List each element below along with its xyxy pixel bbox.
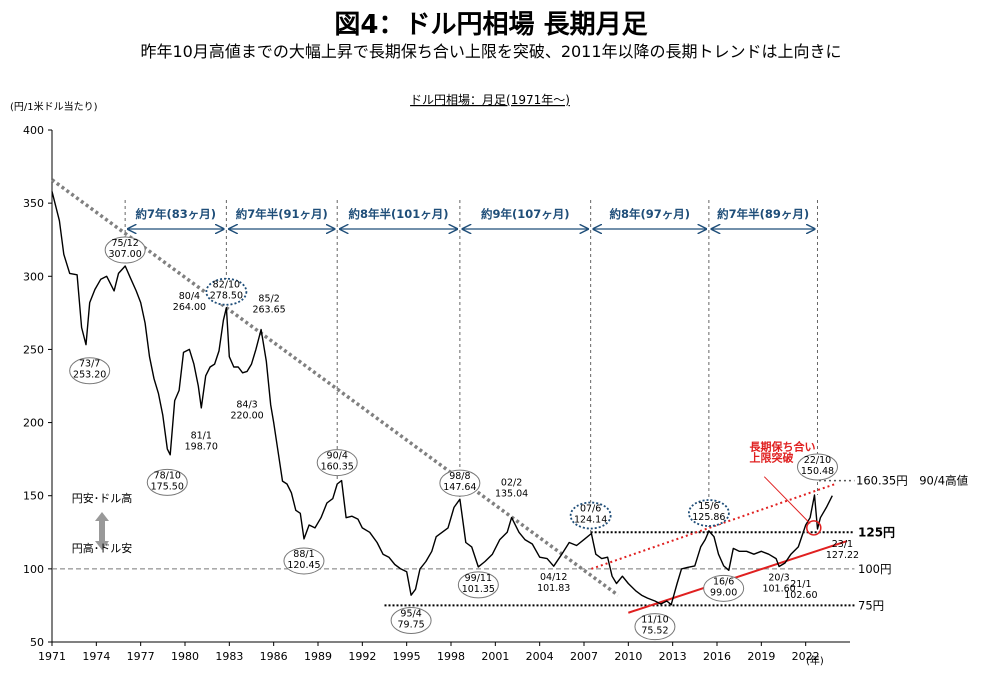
breakout-label: 長期保ち合い上限突破	[750, 439, 816, 464]
side-label-up: 円安･ドル高	[72, 491, 133, 505]
annotation-label: 85/2 263.65	[252, 293, 285, 315]
x-tick-label: 2004	[526, 650, 554, 663]
annotation-bubble	[69, 357, 111, 385]
x-tick-label: 2019	[747, 650, 775, 663]
chart-title: ドル円相場：月足(1971年～)	[410, 93, 570, 107]
annotation-label: 98/8 147.64	[443, 471, 476, 493]
annotation-label: 82/10 278.50	[210, 280, 243, 302]
y-tick-label: 150	[23, 490, 44, 503]
annotation-label: 04/12 101.83	[537, 572, 570, 594]
annotation-bubble	[703, 574, 745, 602]
x-tick-label: 2010	[614, 650, 642, 663]
x-tick-label: 2001	[481, 650, 509, 663]
x-tick-label: 1983	[215, 650, 243, 663]
x-tick-label: 1998	[437, 650, 465, 663]
annotation-label: 81/1 198.70	[185, 430, 218, 452]
annotation-label: 88/1 120.45	[287, 549, 320, 571]
annotation-bubble	[796, 453, 838, 481]
annotation-label: 02/2 135.04	[495, 478, 528, 500]
y-tick-label: 250	[23, 343, 44, 356]
x-tick-label: 1986	[260, 650, 288, 663]
annotation-label: 90/4 160.35	[321, 451, 354, 473]
x-tick-label: 1992	[348, 650, 376, 663]
x-tick-label: 1989	[304, 650, 332, 663]
cycle-label: 約8年半(101ヶ月)	[349, 207, 449, 221]
y-tick-label: 400	[23, 124, 44, 137]
annotation-label: 95/4 79.75	[397, 608, 424, 630]
level-label-75: 75円	[858, 598, 884, 612]
y-tick-label: 200	[23, 417, 44, 430]
side-label-down: 円高･ドル安	[72, 541, 133, 555]
level-label-125: 125円	[858, 525, 895, 539]
annotation-bubble	[283, 547, 325, 575]
annotation-label: 80/4 264.00	[173, 291, 206, 313]
annotation-label: 99/11 101.35	[462, 573, 495, 595]
annotation-label: 22/10 150.48	[801, 455, 834, 477]
annotation-label: 84/3 220.00	[230, 399, 263, 421]
updown-arrow-icon	[95, 512, 109, 550]
x-tick-label: 2022	[792, 650, 820, 663]
uptrend-support-line	[628, 540, 848, 614]
uptrend-upper-line	[591, 483, 836, 570]
annotation-label: 21/1 102.60	[784, 579, 817, 601]
breakout-circle	[806, 520, 822, 536]
cycle-label: 約7年半(89ヶ月)	[717, 207, 809, 221]
annotation-label: 20/3 101.60	[762, 573, 795, 595]
y-axis-label: (円/1米ドル当たり)	[10, 100, 98, 113]
annotation-bubble	[390, 606, 432, 634]
annotation-bubble	[104, 236, 146, 264]
y-tick-label: 50	[30, 636, 44, 649]
level-label-160: 160.35円 90/4高値	[856, 474, 969, 488]
cycle-label: 約7年半(91ヶ月)	[236, 207, 328, 221]
annotation-label: 23/1 127.22	[826, 539, 859, 561]
annotation-label: 15/6 125.86	[692, 501, 725, 523]
x-tick-label: 2016	[703, 650, 731, 663]
level-label-100: 100円	[858, 562, 891, 576]
cycle-label: 約7年(83ヶ月)	[135, 207, 216, 221]
annotation-bubble	[687, 499, 730, 527]
annotation-label: 73/7 253.20	[73, 359, 106, 381]
x-tick-label: 2007	[570, 650, 598, 663]
x-tick-label: 1977	[127, 650, 155, 663]
annotation-label: 16/6 99.00	[710, 576, 737, 598]
annotation-bubble	[569, 501, 612, 530]
annotation-bubble	[146, 468, 188, 496]
y-tick-label: 350	[23, 197, 44, 210]
y-tick-label: 100	[23, 563, 44, 576]
x-tick-label: 1995	[393, 650, 421, 663]
annotation-bubble	[316, 449, 358, 477]
annotation-bubble	[634, 613, 676, 641]
x-tick-label: 1980	[171, 650, 199, 663]
x-axis-label: (年)	[806, 654, 824, 667]
price-series-line	[51, 191, 833, 606]
annotation-label: 75/12 307.00	[109, 238, 142, 260]
cycle-label: 約9年(107ヶ月)	[481, 207, 570, 221]
annotation-label: 07/6 124.14	[574, 504, 607, 526]
x-tick-label: 2013	[659, 650, 687, 663]
annotation-label: 78/10 175.50	[151, 470, 184, 492]
page-subtitle: 昨年10月高値までの大幅上昇で長期保ち合い上限を突破、2011年以降の長期トレン…	[140, 42, 842, 61]
cycle-label: 約8年(97ヶ月)	[609, 207, 690, 221]
annotation-bubble	[205, 277, 248, 306]
x-tick-label: 1971	[38, 650, 66, 663]
annotation-bubble	[457, 571, 499, 599]
x-tick-label: 1974	[82, 650, 110, 663]
breakout-pointer	[763, 476, 811, 524]
annotation-bubble	[439, 469, 481, 497]
y-tick-label: 300	[23, 270, 44, 283]
page-title: 図4：ドル円相場 長期月足	[334, 10, 648, 40]
annotation-label: 11/10 75.52	[641, 615, 668, 637]
